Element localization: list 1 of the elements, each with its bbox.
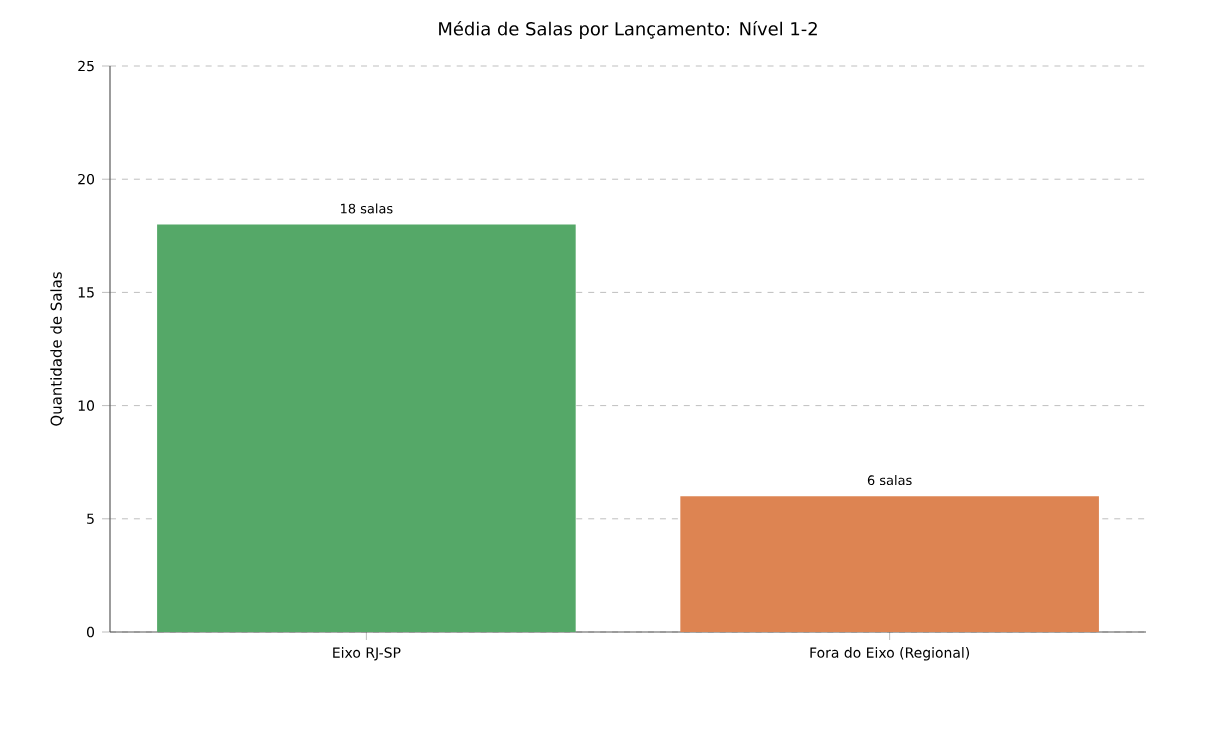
chart-title: Média de Salas por Lançamento: Nível 1-2: [439, 20, 817, 39]
